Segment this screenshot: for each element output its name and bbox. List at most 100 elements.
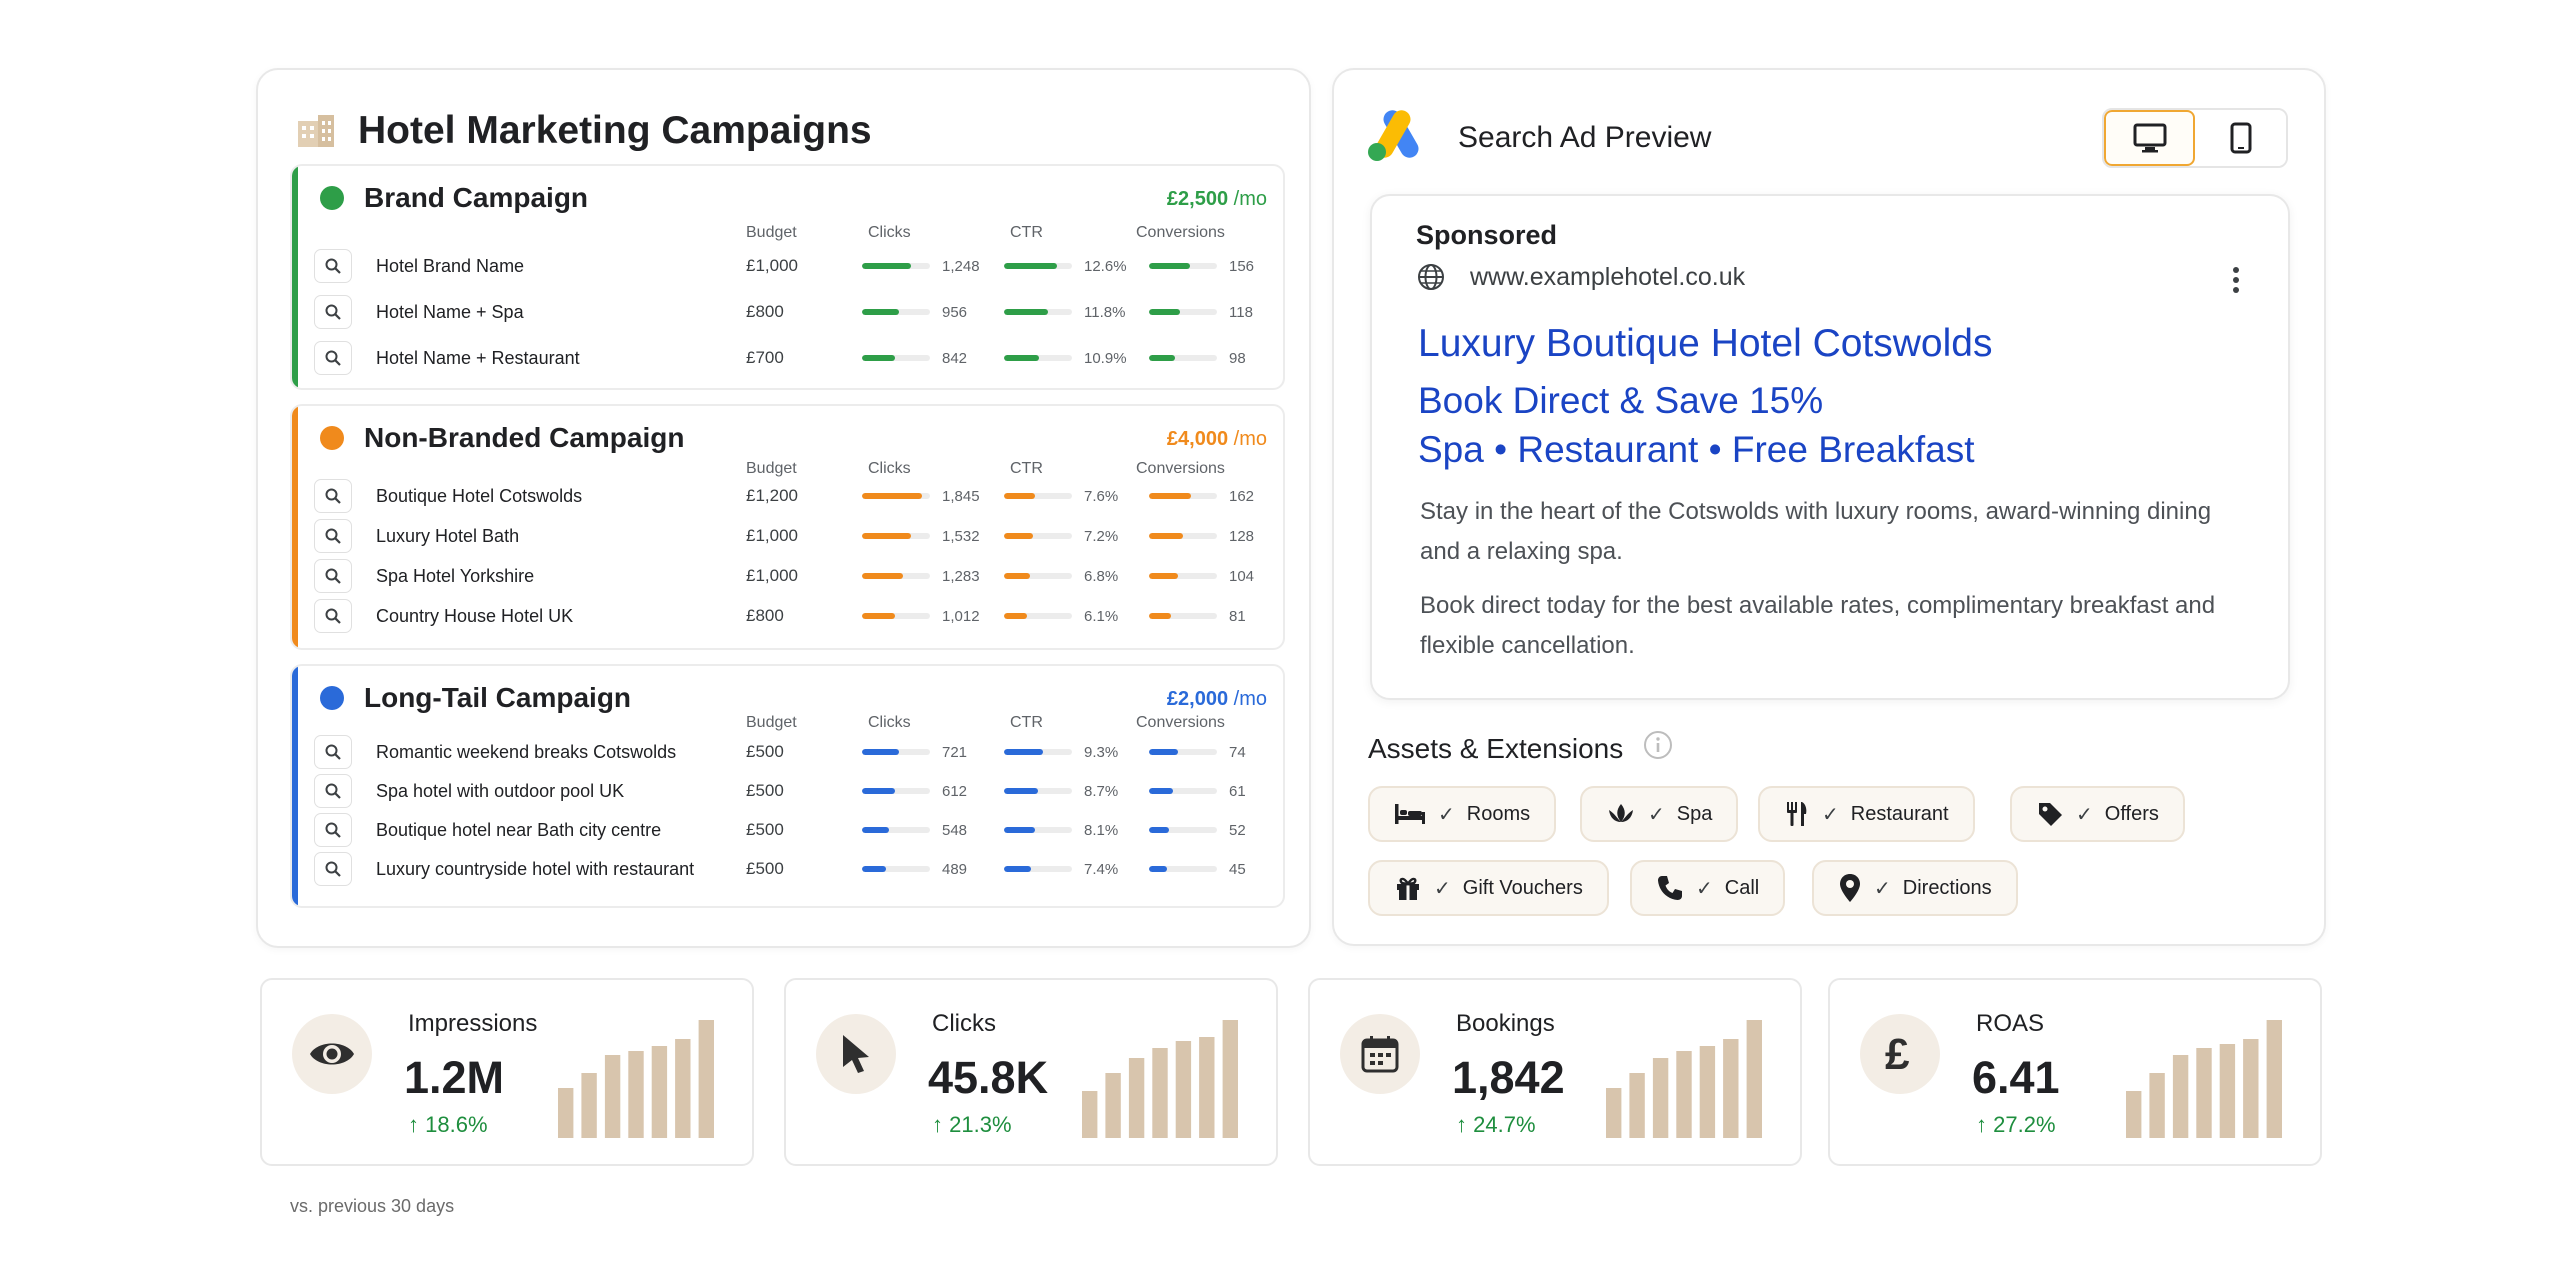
campaign-budget-amount: £4,000 (1166, 428, 1229, 450)
ctr-metric-track (1004, 355, 1072, 361)
column-header-conversions: Conversions (1136, 714, 1225, 731)
info-icon[interactable] (1643, 730, 1673, 767)
check-icon: ✓ (1874, 877, 1891, 900)
asset-chip-call[interactable]: ✓ Call (1630, 860, 1786, 916)
conversions-metric-fill (1149, 309, 1180, 315)
clicks-metric-value: 721 (942, 743, 968, 761)
keyword-row[interactable]: Luxury countryside hotel with restaurant… (292, 851, 1283, 887)
comparison-footnote: vs. previous 30 days (290, 1196, 455, 1216)
conversions-metric-track (1149, 309, 1217, 315)
keyword-budget: £1,000 (746, 256, 798, 275)
keyword-row[interactable]: Spa hotel with outdoor pool UK £500 612 8.7… (292, 773, 1283, 809)
kpi-trend-bar (1175, 1041, 1192, 1138)
kpi-label: ROAS (1976, 1010, 2045, 1037)
mobile-view-button[interactable] (2195, 110, 2286, 166)
search-icon (314, 599, 352, 633)
globe-icon (1418, 264, 1444, 290)
clicks-metric: 1,532 (862, 528, 980, 545)
campaign-budget-unit: /mo (1233, 188, 1267, 210)
column-header-conversions: Conversions (1136, 224, 1225, 241)
pound-icon: £ (1860, 1014, 1940, 1094)
keyword-row[interactable]: Romantic weekend breaks Cotswolds £500 721… (292, 734, 1283, 770)
kpi-card-roas[interactable]: £ ROAS 6.41 ↑ 27.2% (1828, 978, 2322, 1166)
keyword-budget: £500 (746, 742, 784, 761)
asset-chip-rooms[interactable]: ✓ Rooms (1368, 786, 1557, 842)
asset-chip-restaurant[interactable]: ✓ Restaurant (1758, 786, 1975, 842)
column-header-budget: Budget (746, 460, 797, 477)
campaign-name: Long-Tail Campaign (364, 682, 632, 713)
kpi-card-bookings[interactable]: Bookings 1,842 ↑ 24.7% (1308, 978, 1802, 1166)
keyword-row[interactable]: Hotel Name + Restaurant £700 842 10.9% 98 (292, 340, 1283, 376)
kpi-change-value: 21.3% (949, 1112, 1012, 1137)
keyword-row[interactable]: Hotel Name + Spa £800 956 11.8% 118 (292, 294, 1283, 330)
search-icon (314, 295, 352, 329)
campaign-card[interactable]: Brand Campaign £2,500 /mo Budget Clicks CTR C… (290, 164, 1285, 390)
kpi-trend-bar (675, 1039, 691, 1138)
campaign-budget: £4,000 /mo (1167, 428, 1267, 451)
kpi-card-impressions[interactable]: Impressions 1.2M ↑ 18.6% (260, 978, 754, 1166)
clicks-metric: 1,845 (862, 488, 980, 505)
campaign-color-bar (292, 166, 298, 388)
ctr-metric-value: 9.3% (1084, 743, 1119, 761)
clicks-metric-fill (862, 827, 890, 833)
more-options-icon[interactable] (2232, 266, 2240, 299)
cursor-icon (816, 1014, 896, 1094)
search-icon (314, 559, 352, 593)
keyword-row[interactable]: Boutique hotel near Bath city centre £500… (292, 812, 1283, 848)
clicks-metric-fill (862, 788, 895, 794)
keyword-row[interactable]: Spa Hotel Yorkshire £1,000 1,283 6.8% 104 (292, 558, 1283, 594)
conversions-metric-value: 74 (1229, 743, 1246, 761)
eye-icon (292, 1014, 372, 1094)
asset-chip-gift-vouchers[interactable]: ✓ Gift Vouchers (1368, 860, 1609, 916)
conversions-metric-track (1149, 749, 1217, 755)
keyword-row[interactable]: Luxury Hotel Bath £1,000 1,532 7.2% 128 (292, 518, 1283, 554)
campaign-card[interactable]: Non-Branded Campaign £4,000 /mo Budget Clic… (290, 404, 1285, 650)
search-icon (314, 774, 352, 808)
conversions-metric-fill (1149, 533, 1183, 539)
asset-chip-directions[interactable]: ✓ Directions (1812, 860, 2018, 916)
conversions-metric-track (1149, 788, 1217, 794)
campaign-card[interactable]: Long-Tail Campaign £2,000 /mo Budget Clicks… (290, 664, 1285, 908)
ctr-metric-track (1004, 866, 1072, 872)
keyword-row[interactable]: Hotel Brand Name £1,000 1,248 12.6% 156 (292, 248, 1283, 284)
ctr-metric-value: 6.1% (1084, 607, 1119, 625)
kpi-label: Impressions (408, 1010, 538, 1037)
kpi-trend-bar (558, 1088, 574, 1138)
svg-text:£: £ (1885, 1033, 1910, 1075)
asset-chip-spa[interactable]: ✓ Spa (1580, 786, 1739, 842)
column-header-conversions: Conversions (1136, 460, 1225, 477)
ad-headline-2[interactable]: Book Direct & Save 15% (1418, 380, 1824, 421)
campaign-color-bar (292, 406, 298, 648)
kpi-trend-bar (1652, 1058, 1669, 1138)
ad-headline-3[interactable]: Spa • Restaurant • Free Breakfast (1418, 429, 1975, 470)
asset-chip-label: Rooms (1466, 802, 1531, 825)
ctr-metric-track (1004, 788, 1072, 794)
asset-chip-offers[interactable]: ✓ Offers (2010, 786, 2185, 842)
clicks-metric: 489 (862, 861, 967, 878)
keyword-row[interactable]: Boutique Hotel Cotswolds £1,200 1,845 7.6% 1… (292, 478, 1283, 514)
ctr-metric-value: 6.8% (1084, 567, 1119, 585)
kpi-card-clicks[interactable]: Clicks 45.8K ↑ 21.3% (784, 978, 1278, 1166)
cutlery-icon (1784, 800, 1810, 828)
keyword-row[interactable]: Country House Hotel UK £800 1,012 6.1% 81 (292, 598, 1283, 634)
clicks-metric-track (862, 788, 930, 794)
desktop-view-button[interactable] (2104, 110, 2195, 166)
conversions-metric-value: 52 (1229, 821, 1246, 839)
ctr-metric-track (1004, 573, 1072, 579)
ad-display-url[interactable]: www.examplehotel.co.uk (1470, 262, 1746, 291)
conversions-metric-value: 162 (1229, 487, 1255, 505)
ctr-metric-track (1004, 263, 1072, 269)
ad-headline-1[interactable]: Luxury Boutique Hotel Cotswolds (1418, 322, 1993, 365)
bed-icon (1394, 802, 1426, 826)
campaign-name: Non-Branded Campaign (364, 422, 685, 453)
ad-preview-header: Search Ad Preview (1366, 106, 1711, 169)
device-toggle (2102, 108, 2288, 168)
ctr-metric-value: 8.1% (1084, 821, 1119, 839)
keyword-budget: £1,000 (746, 566, 798, 585)
kpi-trend-bar (1676, 1051, 1692, 1138)
keyword-budget: £500 (746, 820, 784, 839)
arrow-up-icon: ↑ (1456, 1112, 1467, 1137)
kpi-trend-bar (1746, 1020, 1762, 1138)
ctr-metric-value: 7.6% (1084, 487, 1119, 505)
kpi-trend-bar (2172, 1055, 2189, 1138)
